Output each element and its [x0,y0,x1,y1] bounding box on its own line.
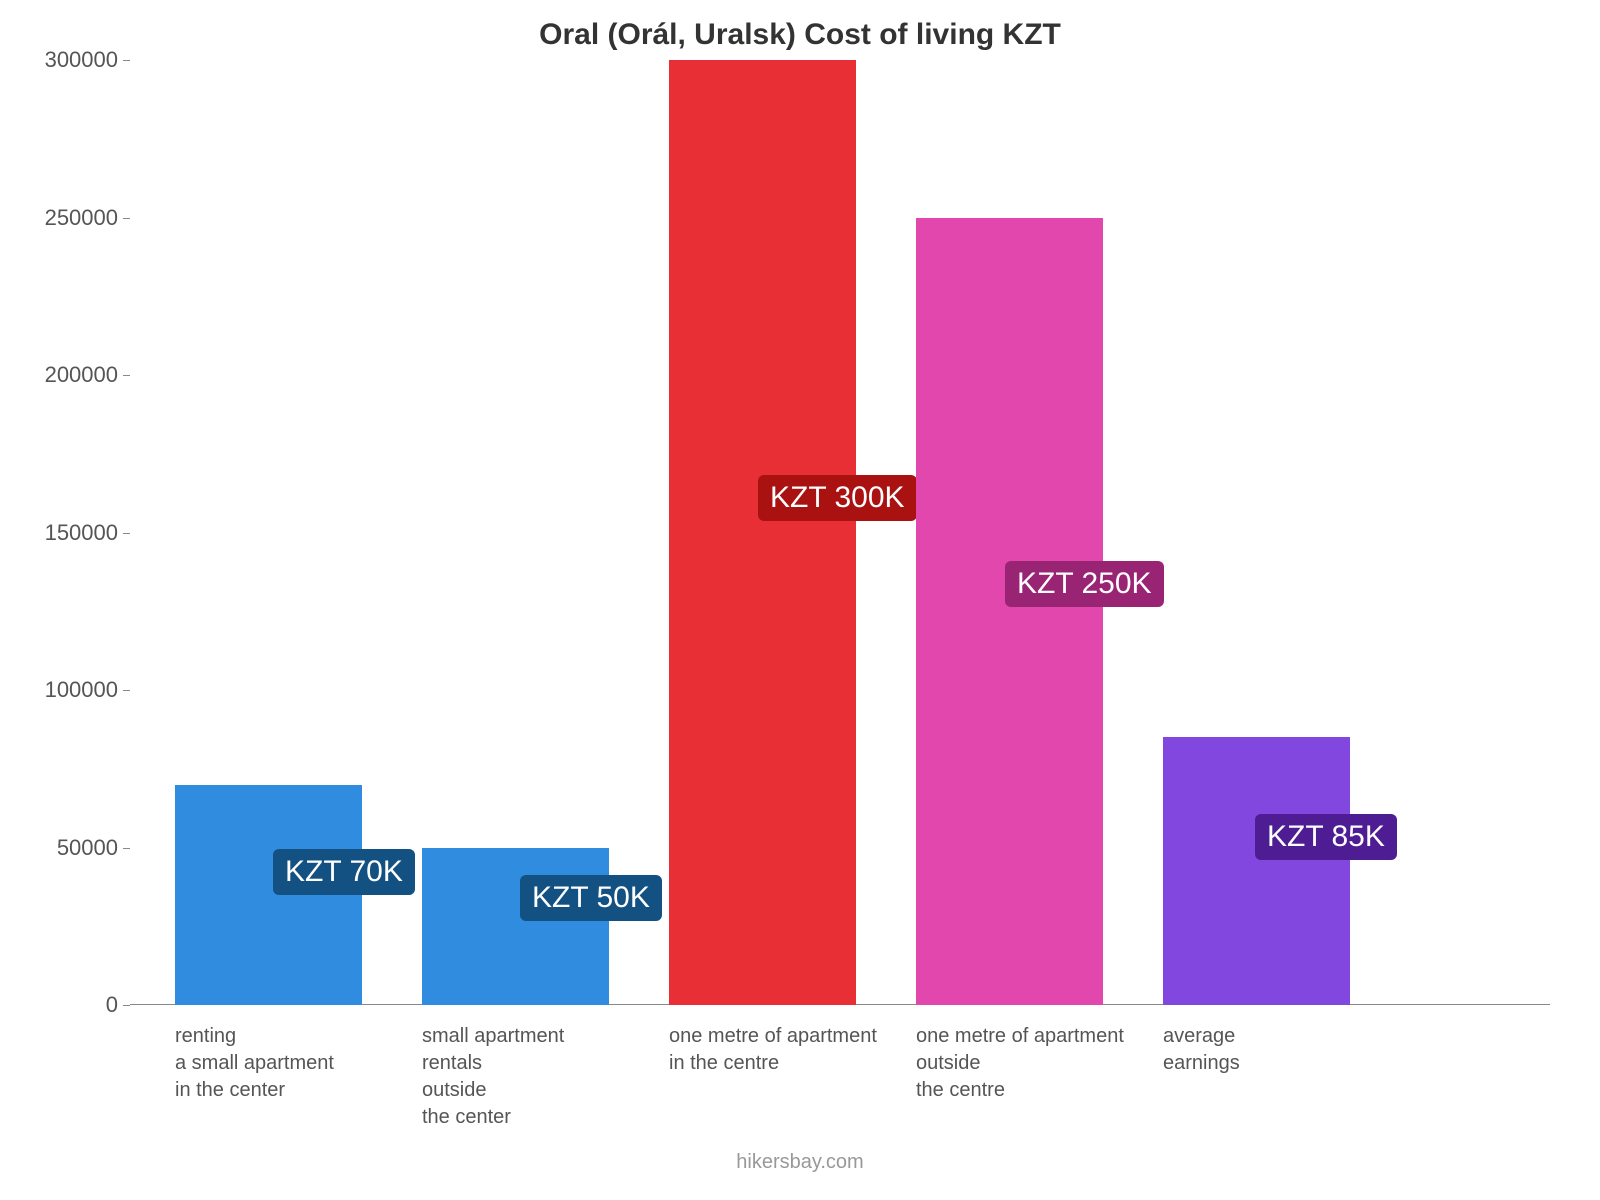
y-tick-mark [123,218,130,219]
bar-value-badge: KZT 300K [758,475,917,521]
bar [422,848,609,1006]
y-tick-mark [123,1005,130,1006]
bar-value-badge: KZT 70K [273,849,415,895]
y-tick-mark [123,533,130,534]
y-tick-label: 0 [106,992,118,1018]
x-category-label: average earnings [1163,1023,1240,1077]
y-tick-label: 100000 [45,677,118,703]
x-category-label: one metre of apartment in the centre [669,1023,877,1077]
y-tick-mark [123,690,130,691]
bar-value-badge: KZT 85K [1255,814,1397,860]
chart-title: Oral (Orál, Uralsk) Cost of living KZT [0,18,1600,52]
x-category-label: small apartment rentals outside the cent… [422,1023,564,1131]
bar [669,60,856,1005]
y-tick-label: 250000 [45,205,118,231]
bar-value-badge: KZT 250K [1005,561,1164,607]
x-category-label: renting a small apartment in the center [175,1023,334,1104]
bar [916,218,1103,1006]
x-category-label: one metre of apartment outside the centr… [916,1023,1124,1104]
y-tick-mark [123,848,130,849]
y-tick-mark [123,375,130,376]
y-tick-label: 300000 [45,47,118,73]
plot-area: 050000100000150000200000250000300000KZT … [130,60,1550,1005]
y-tick-label: 150000 [45,520,118,546]
chart-footer: hikersbay.com [0,1151,1600,1174]
y-tick-label: 50000 [57,835,118,861]
bar-value-badge: KZT 50K [520,875,662,921]
y-tick-mark [123,60,130,61]
cost-of-living-chart: Oral (Orál, Uralsk) Cost of living KZT 0… [0,0,1600,1200]
y-tick-label: 200000 [45,362,118,388]
bar [1163,737,1350,1005]
